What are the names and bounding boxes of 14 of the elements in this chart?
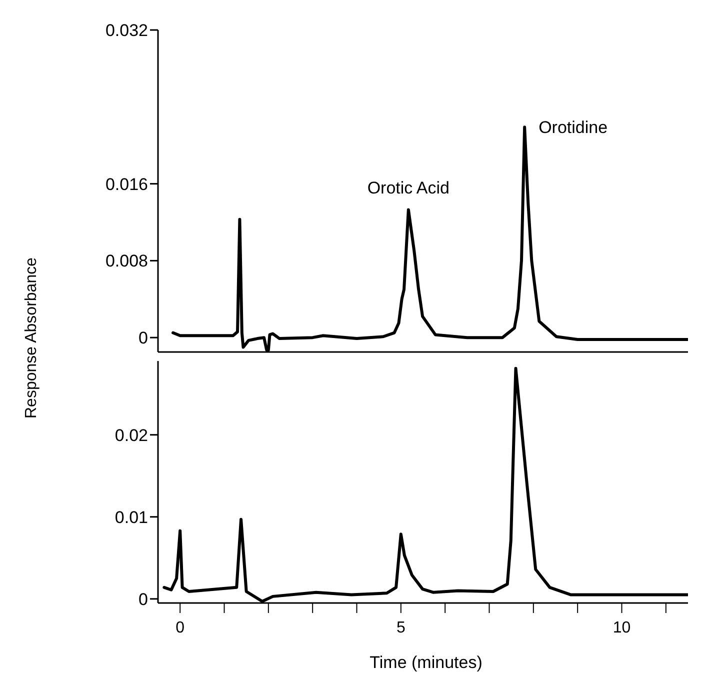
y-tick-label: 0 [138,328,148,348]
x-tick-label: 5 [396,619,406,636]
y-tick-label: 0.008 [105,252,148,271]
y-tick-label: 0.02 [114,426,148,445]
x-tick-label: 0 [176,619,185,636]
x-axis-title: Time (minutes) [368,653,484,673]
annotation: Orotic Acid [367,178,450,198]
y-tick-label: 0.032 [105,21,148,40]
y-axis-title: Response Absorbance [23,258,41,418]
x-tick-label: 10 [612,619,631,636]
y-tick-label: 0.016 [105,174,148,194]
y-tick-label: 0.01 [114,508,148,527]
annotation: Orotidine [538,118,608,138]
y-tick-label: 0 [138,590,148,609]
